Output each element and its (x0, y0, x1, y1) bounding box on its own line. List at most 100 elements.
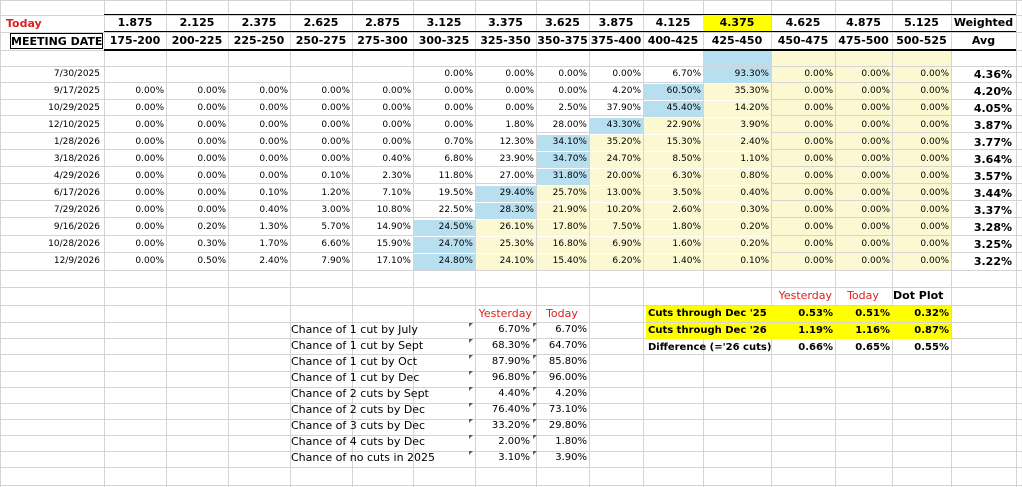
probability-cell[interactable]: 0.00% (321, 137, 350, 147)
probability-cell[interactable]: 0.00% (505, 69, 534, 79)
weighted-avg[interactable]: 3.28% (973, 221, 1012, 234)
chance-yesterday[interactable]: 96.80% (491, 372, 530, 383)
probability-cell[interactable]: 0.00% (804, 256, 833, 266)
probability-cell[interactable]: 0.10% (704, 254, 771, 270)
probability-cell[interactable]: 1.10% (704, 152, 771, 168)
weighted-avg[interactable]: 3.44% (973, 187, 1012, 200)
probability-cell[interactable]: 43.30% (590, 118, 643, 134)
probability-cell[interactable]: 24.70% (590, 152, 643, 168)
range-header-7[interactable]: 350-375 (537, 34, 588, 47)
probability-cell[interactable]: 0.10% (259, 188, 288, 198)
range-header-13[interactable]: 500-525 (896, 34, 947, 47)
probability-cell[interactable]: 26.10% (476, 220, 536, 236)
probability-cell[interactable]: 0.00% (197, 137, 226, 147)
probability-cell[interactable]: 2.40% (704, 135, 771, 151)
chance-label[interactable]: Chance of 1 cut by Oct (291, 355, 418, 368)
range-header-4[interactable]: 275-300 (357, 34, 408, 47)
probability-cell[interactable]: 22.50% (438, 205, 473, 215)
chance-yesterday[interactable]: 87.90% (491, 356, 530, 367)
range-header-12[interactable]: 475-500 (838, 34, 889, 47)
cuts-dotplot[interactable]: 0.32% (892, 306, 951, 322)
probability-cell[interactable]: 0.40% (704, 186, 771, 202)
probability-cell[interactable]: 24.80% (414, 254, 475, 270)
probability-cell[interactable]: 0.00% (861, 137, 890, 147)
probability-cell[interactable]: 0.00% (558, 86, 587, 96)
probability-cell[interactable]: 7.50% (590, 220, 643, 236)
probability-cell[interactable]: 1.30% (259, 222, 288, 232)
chance-today[interactable]: 1.80% (555, 436, 587, 447)
chance-today-header[interactable]: Today (546, 307, 578, 320)
probability-cell[interactable]: 0.00% (259, 137, 288, 147)
probability-cell[interactable]: 13.00% (590, 186, 643, 202)
probability-cell[interactable]: 0.00% (135, 154, 164, 164)
meeting-date[interactable]: 12/10/2025 (48, 120, 100, 130)
probability-cell[interactable]: 37.90% (606, 103, 641, 113)
probability-cell[interactable]: 25.30% (476, 237, 536, 253)
probability-cell[interactable]: 0.00% (444, 86, 473, 96)
probability-cell[interactable]: 23.90% (499, 154, 534, 164)
today-label[interactable]: Today (6, 17, 42, 30)
chance-yesterday-header[interactable]: Yesterday (478, 307, 532, 320)
probability-cell[interactable]: 0.00% (135, 205, 164, 215)
cuts-today[interactable]: 1.16% (835, 323, 892, 339)
meeting-date[interactable]: 7/29/2026 (53, 205, 100, 215)
probability-cell[interactable]: 1.20% (321, 188, 350, 198)
probability-cell[interactable]: 0.00% (804, 154, 833, 164)
chance-yesterday[interactable]: 2.00% (498, 436, 530, 447)
probability-cell[interactable]: 0.00% (861, 103, 890, 113)
probability-cell[interactable]: 21.90% (537, 203, 589, 219)
probability-cell[interactable]: 0.40% (259, 205, 288, 215)
meeting-date[interactable]: 10/29/2025 (48, 103, 100, 113)
probability-cell[interactable]: 0.00% (259, 86, 288, 96)
probability-cell[interactable]: 28.00% (552, 120, 587, 130)
meeting-date[interactable]: 9/17/2025 (53, 86, 100, 96)
probability-cell[interactable]: 22.90% (644, 118, 703, 134)
probability-cell[interactable]: 0.00% (861, 239, 890, 249)
probability-cell[interactable]: 1.40% (644, 254, 703, 270)
probability-cell[interactable]: 35.30% (704, 84, 771, 100)
probability-cell[interactable]: 8.50% (644, 152, 703, 168)
probability-cell[interactable]: 0.00% (920, 188, 949, 198)
probability-cell[interactable]: 0.00% (135, 171, 164, 181)
range-header-5[interactable]: 300-325 (418, 34, 470, 47)
probability-cell[interactable]: 0.00% (804, 222, 833, 232)
probability-cell[interactable]: 0.00% (804, 171, 833, 181)
rate-header-4[interactable]: 2.875 (365, 16, 400, 29)
rate-header-12[interactable]: 4.875 (846, 16, 881, 29)
rate-header-11[interactable]: 4.625 (785, 16, 821, 29)
probability-cell[interactable]: 0.70% (444, 137, 473, 147)
probability-cell[interactable]: 0.00% (259, 154, 288, 164)
probability-cell[interactable]: 34.70% (537, 152, 589, 168)
probability-cell[interactable]: 11.80% (438, 171, 473, 181)
probability-cell[interactable]: 0.00% (804, 69, 833, 79)
probability-cell[interactable]: 0.00% (920, 120, 949, 130)
probability-cell[interactable]: 45.40% (644, 101, 703, 117)
rate-header-8[interactable]: 3.875 (598, 16, 634, 29)
chance-label[interactable]: Chance of 3 cuts by Dec (291, 419, 426, 432)
probability-cell[interactable]: 0.00% (321, 86, 350, 96)
probability-cell[interactable]: 0.00% (197, 188, 226, 198)
chance-label[interactable]: Chance of 2 cuts by Sept (291, 387, 429, 400)
probability-cell[interactable]: 0.20% (197, 222, 226, 232)
cuts-label[interactable]: Difference (='26 cuts) (648, 342, 771, 353)
cuts-dotplot-header[interactable]: Dot Plot (893, 289, 944, 302)
probability-cell[interactable]: 29.40% (476, 186, 536, 202)
probability-cell[interactable]: 0.00% (804, 188, 833, 198)
probability-cell[interactable]: 0.00% (505, 103, 534, 113)
probability-cell[interactable]: 19.50% (438, 188, 473, 198)
probability-cell[interactable]: 0.00% (321, 120, 350, 130)
cuts-dotplot[interactable]: 0.87% (892, 323, 951, 339)
probability-cell[interactable]: 1.60% (644, 237, 703, 253)
probability-cell[interactable]: 20.00% (590, 169, 643, 185)
rate-header-13[interactable]: 5.125 (904, 16, 939, 29)
chance-today[interactable]: 64.70% (548, 340, 587, 351)
rate-header-6[interactable]: 3.375 (488, 16, 523, 29)
probability-cell[interactable]: 0.20% (704, 220, 771, 236)
probability-cell[interactable]: 15.40% (537, 254, 589, 270)
probability-cell[interactable]: 0.00% (920, 256, 949, 266)
probability-cell[interactable]: 0.00% (920, 154, 949, 164)
meeting-date-header[interactable]: MEETING DATE (10, 33, 103, 49)
probability-cell[interactable]: 6.30% (644, 169, 703, 185)
rate-header-2[interactable]: 2.375 (241, 16, 277, 29)
probability-cell[interactable]: 0.00% (861, 154, 890, 164)
